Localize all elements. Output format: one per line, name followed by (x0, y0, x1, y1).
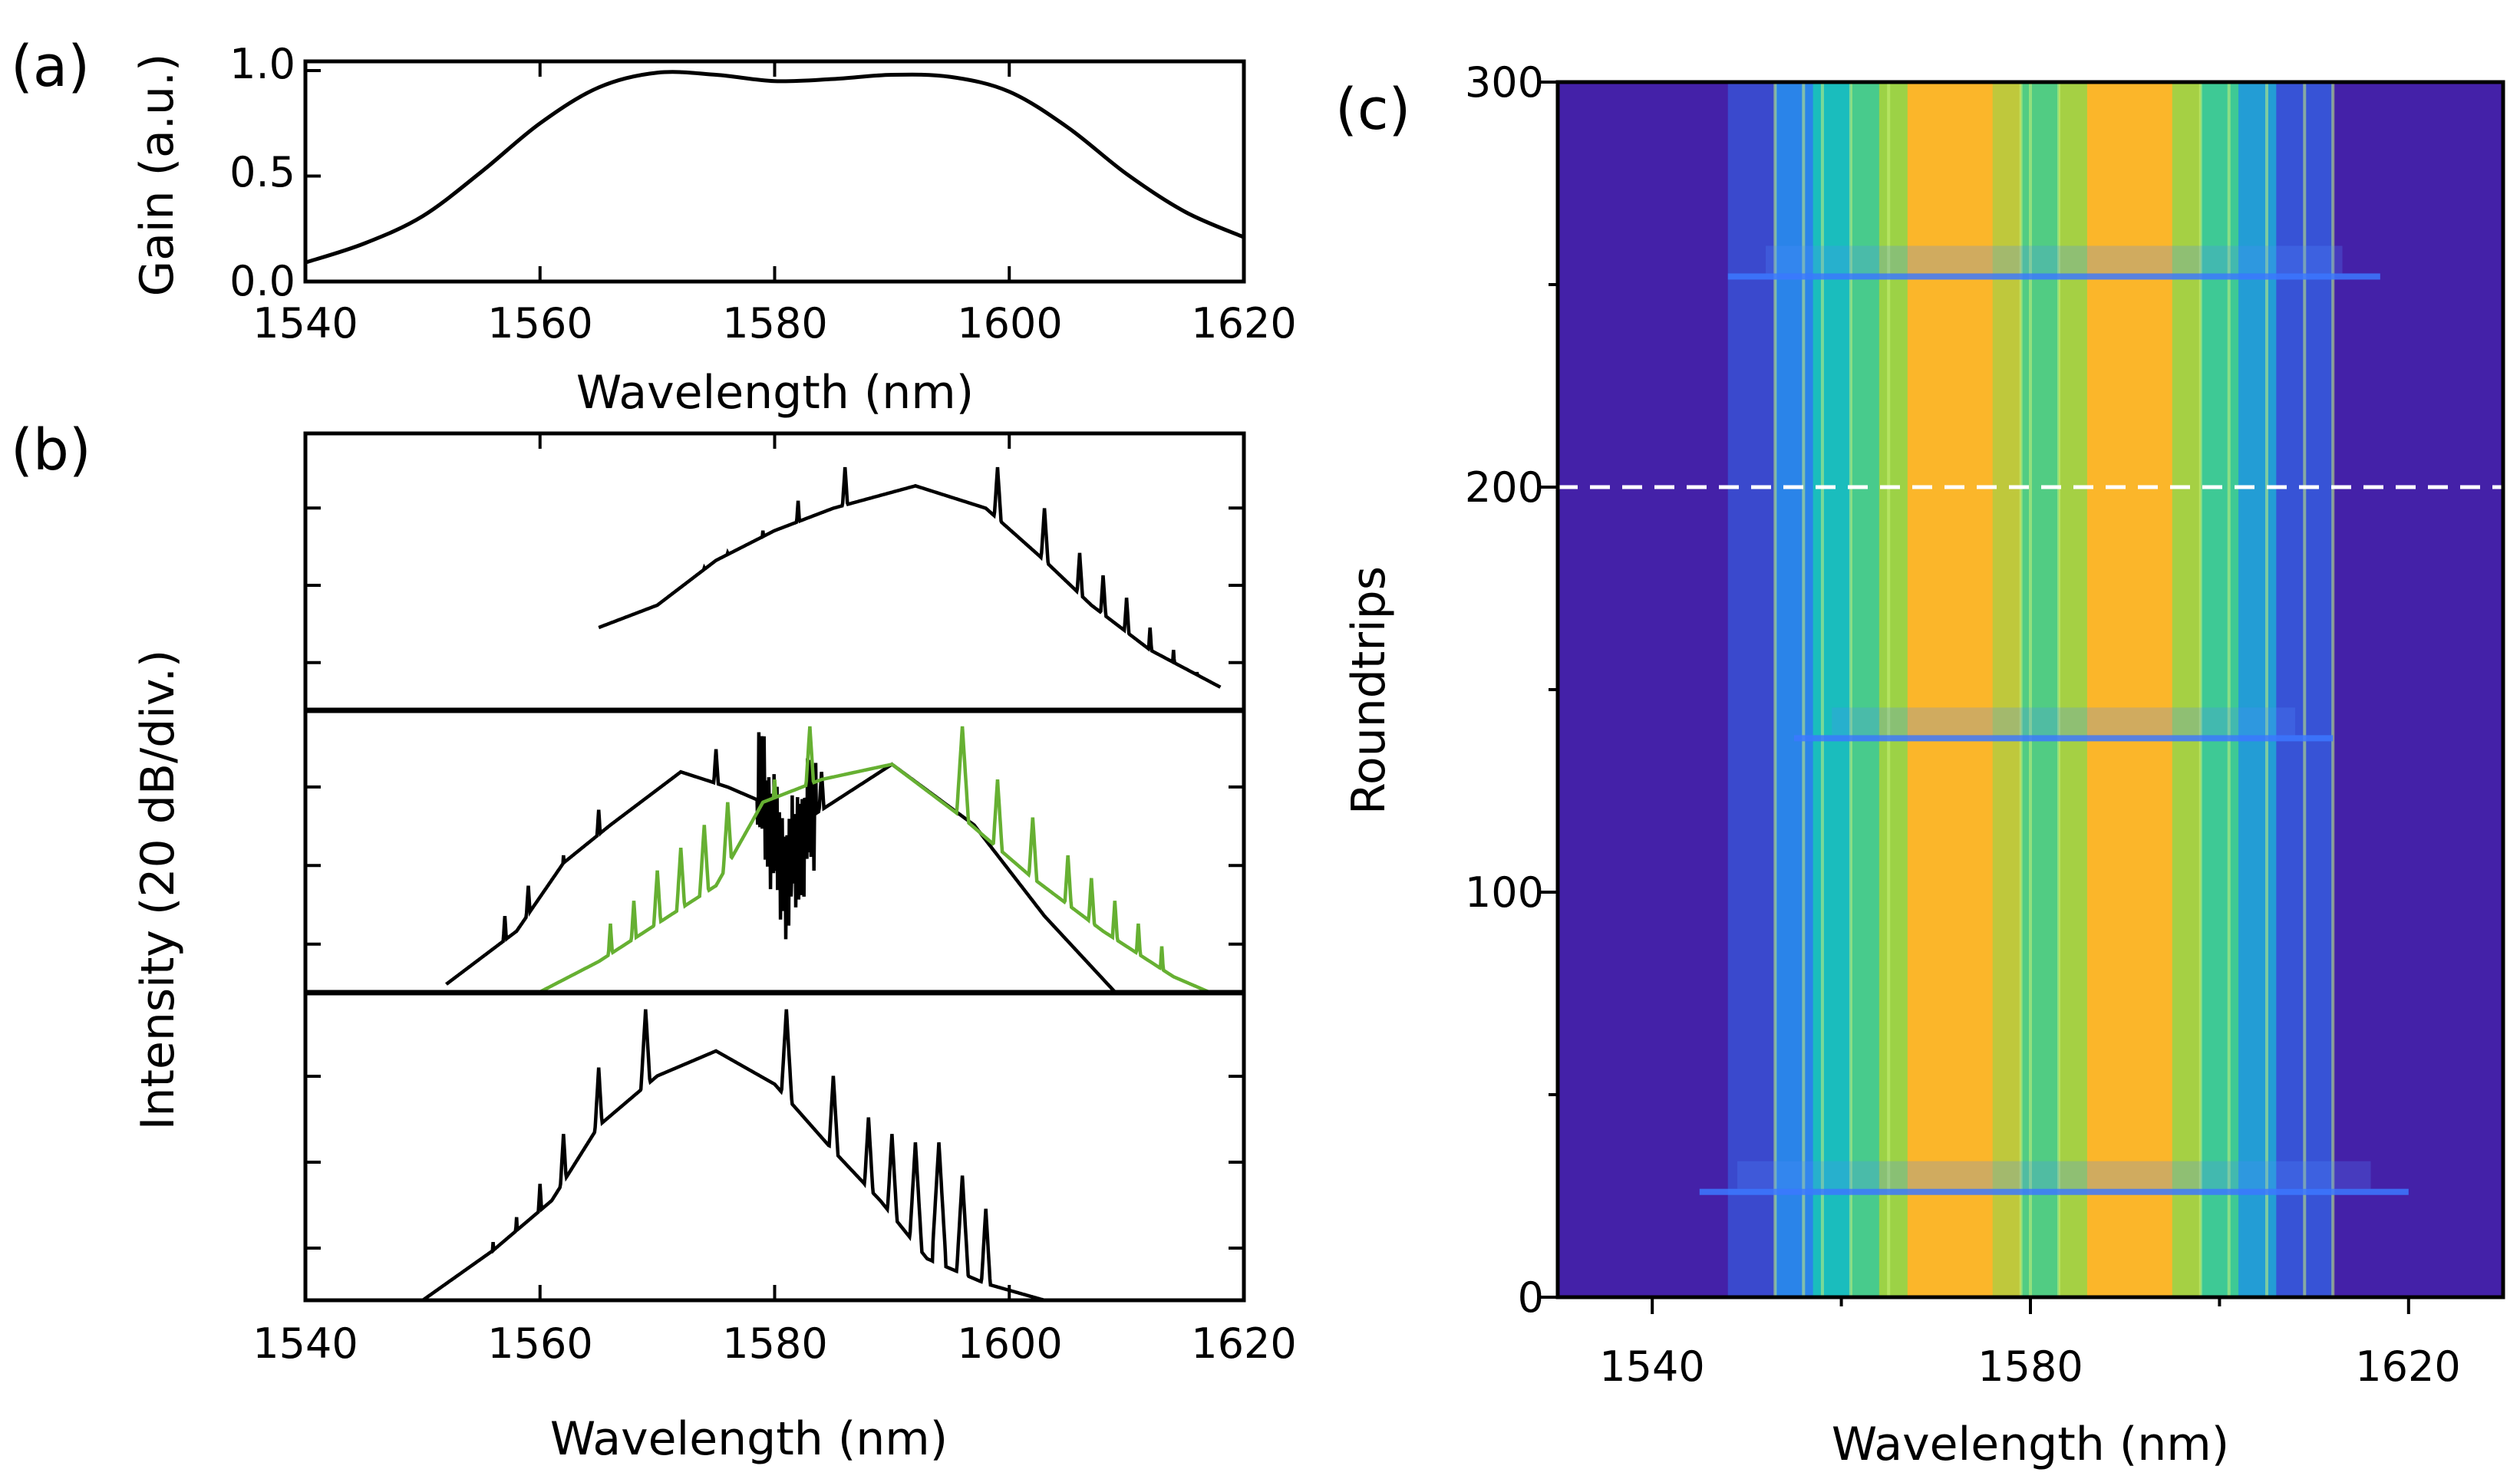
gain-y-ticks: 0.0 0.5 1.0 (229, 40, 295, 305)
gain-x-tick-label: 1620 (1191, 299, 1296, 348)
roundtrip-heatmap (1558, 82, 2503, 1297)
heatmap-band (1992, 82, 2022, 1297)
heatmap-band (2333, 82, 2503, 1297)
heatmap-band (2020, 82, 2060, 1297)
heatmap-band (2058, 82, 2088, 1297)
spectrum-bottom-plot (421, 1009, 1045, 1300)
gain-x-tick-label: 1580 (722, 299, 827, 348)
heatmap-band (2086, 82, 2173, 1297)
gain-y-tick-label: 0.5 (229, 148, 295, 196)
heatmap-band (2200, 82, 2239, 1297)
heatmap-burst-event (1794, 735, 2334, 742)
gain-y-tick-label: 1.0 (229, 40, 295, 88)
heatmap-burst-event (1727, 273, 2380, 280)
spectrum-tick-marks (304, 433, 1245, 1300)
panel-b-label: (b) (11, 417, 91, 483)
spectrum-x-tick-label: 1540 (252, 1319, 358, 1368)
spectrum-top-frame (303, 431, 1246, 712)
heatmap-burst-event (1699, 1188, 2409, 1195)
heatmap-band (2238, 82, 2277, 1297)
gain-y-tick-label: 0.0 (229, 257, 295, 305)
heatmap-band (1775, 82, 1814, 1297)
spectrum-x-tick-label: 1560 (487, 1319, 592, 1368)
spectrum-bottom-frame (303, 991, 1246, 1303)
gain-x-tick-label: 1540 (252, 299, 358, 348)
heatmap-x-axis-label: Wavelength (nm) (1832, 1418, 2229, 1471)
spectrum-x-ticks: 1540 1560 1580 1600 1620 (252, 1319, 1296, 1368)
spectrum-x-tick-label: 1580 (722, 1319, 827, 1368)
spectrum-x-axis-label: Wavelength (nm) (550, 1412, 948, 1466)
panel-b: (b) 1540 1560 1580 1600 1620 Wavelength … (11, 417, 1297, 1466)
heatmap-x-tick-label: 1580 (1977, 1342, 2083, 1391)
heatmap-band (2172, 82, 2202, 1297)
heatmap-band (1850, 82, 1880, 1297)
heatmap-burst-halo (1766, 245, 2343, 274)
heatmap-y-tick-label: 200 (1465, 463, 1544, 512)
gain-plot (304, 61, 1245, 283)
heatmap-y-axis-label: Roundtrips (1342, 566, 1396, 815)
spectrum-trace-top (598, 466, 1222, 689)
spectrum-x-tick-label: 1600 (957, 1319, 1062, 1368)
panel-c: (c) 0 100 200 300 1540 1580 1620 Wavelen… (1335, 58, 2505, 1471)
heatmap-x-tick-label: 1620 (2355, 1342, 2460, 1391)
gain-x-tick-label: 1560 (487, 299, 592, 348)
spectrum-y-axis-label: Intensity (20 dB/div.) (131, 650, 185, 1131)
spectrum-x-tick-label: 1620 (1191, 1319, 1296, 1368)
gain-y-axis-label: Gain (a.u.) (130, 54, 184, 297)
heatmap-band (1812, 82, 1852, 1297)
heatmap-tick-marks (1541, 81, 2410, 1314)
heatmap-burst-halo (1832, 707, 2295, 736)
gain-x-ticks: 1540 1560 1580 1600 1620 (252, 299, 1296, 348)
heatmap-band (1878, 82, 1908, 1297)
spectrum-trace-middle (539, 726, 1209, 992)
gain-x-tick-label: 1600 (957, 299, 1062, 348)
heatmap-y-tick-label: 300 (1465, 58, 1544, 107)
spectrum-trace-bottom (421, 1009, 1045, 1300)
heatmap-y-tick-label: 100 (1465, 868, 1544, 917)
heatmap-y-ticks: 0 100 200 300 (1465, 58, 1544, 1322)
gain-curve (305, 70, 1245, 265)
heatmap-x-tick-label: 1540 (1599, 1342, 1704, 1391)
gain-plot-frame (303, 59, 1246, 284)
spectrum-middle-plot (445, 726, 1209, 992)
heatmap-x-ticks: 1540 1580 1620 (1599, 1342, 2460, 1391)
heatmap-band (1907, 82, 1994, 1297)
panel-a: (a) 0.0 0.5 1.0 1540 1560 1580 1600 1620… (11, 34, 1297, 420)
heatmap-band (1558, 82, 1729, 1297)
panel-c-label: (c) (1335, 77, 1410, 143)
panel-a-label: (a) (11, 34, 90, 100)
heatmap-band (1727, 82, 1776, 1297)
spectrum-trace-middle (445, 732, 1117, 992)
gain-x-axis-label: Wavelength (nm) (576, 366, 974, 420)
heatmap-burst-halo (1737, 1161, 2371, 1189)
heatmap-y-tick-label: 0 (1518, 1273, 1544, 1322)
spectrum-top-plot (598, 466, 1222, 689)
